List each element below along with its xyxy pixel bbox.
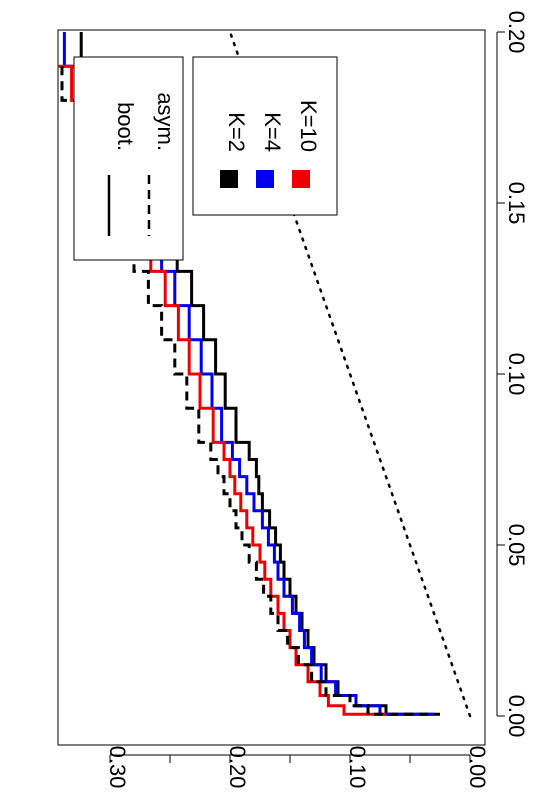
legend-swatch-k2 bbox=[220, 170, 238, 188]
legend-label-boot: boot. bbox=[113, 102, 138, 151]
series-line-k2-dashed bbox=[58, 64, 428, 716]
legend-swatch-k10 bbox=[292, 170, 310, 188]
x-tick-label: 0.20 bbox=[504, 11, 529, 54]
legend-label-asym: asym. bbox=[153, 92, 178, 151]
legend-label-k4: K=4 bbox=[260, 112, 285, 152]
plot-frame bbox=[57, 29, 486, 746]
line-style-legend: boot. asym. bbox=[73, 56, 184, 261]
y-tick-label: 0.00 bbox=[465, 746, 490, 789]
x-tick-label: 0.15 bbox=[504, 182, 529, 225]
legend-swatch-k4 bbox=[256, 170, 274, 188]
x-tick-label: 0.10 bbox=[504, 353, 529, 396]
x-tick-label: 0.00 bbox=[504, 695, 529, 738]
x-tick-label: 0.05 bbox=[504, 524, 529, 567]
y-tick-label: 0.10 bbox=[345, 746, 370, 789]
legend-label-k10: K=10 bbox=[296, 100, 321, 152]
plot-area: 0.00 0.05 0.10 0.15 0.20 0.00 0.10 0.20 0.30 bbox=[57, 11, 529, 789]
series-legend: K=2 K=4 K=10 bbox=[192, 56, 338, 216]
legend-label-k2: K=2 bbox=[224, 112, 249, 152]
y-tick-label: 0.30 bbox=[105, 746, 130, 789]
y-tick-label: 0.20 bbox=[225, 746, 250, 789]
